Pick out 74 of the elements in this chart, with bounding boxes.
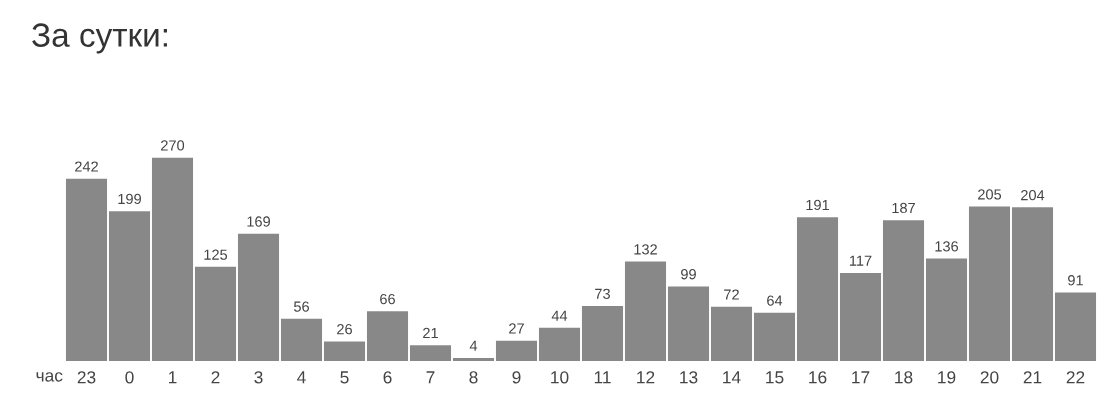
data-label: 199 <box>118 193 141 205</box>
data-label: 56 <box>293 301 309 312</box>
bar <box>796 217 839 361</box>
x-tick-label: 5 <box>340 371 349 384</box>
bar <box>882 220 925 361</box>
bar <box>108 211 151 361</box>
bar <box>237 233 280 361</box>
bar <box>409 345 452 361</box>
data-label: 117 <box>849 255 872 266</box>
data-label: 132 <box>634 244 657 255</box>
data-label: 205 <box>978 189 1002 200</box>
x-tick-label: 1 <box>169 371 177 384</box>
x-tick-label: 17 <box>852 371 870 384</box>
x-tick-label: 19 <box>938 371 956 384</box>
bar <box>65 178 108 361</box>
x-axis-title: час <box>36 372 63 382</box>
data-label: 204 <box>1021 189 1045 201</box>
x-tick-label: 3 <box>254 371 263 384</box>
bar <box>925 258 968 361</box>
data-label: 242 <box>75 161 98 172</box>
x-tick-label: 14 <box>723 371 741 384</box>
data-label: 270 <box>161 140 185 151</box>
bar <box>151 157 194 361</box>
x-tick-label: 22 <box>1066 371 1085 384</box>
x-tick-label: 10 <box>551 371 569 384</box>
bar <box>194 266 237 361</box>
data-label: 21 <box>423 327 438 338</box>
bar <box>366 311 409 361</box>
bar <box>839 272 882 361</box>
data-label: 44 <box>551 310 568 321</box>
x-tick-label: 15 <box>766 371 784 384</box>
data-label: 191 <box>806 199 829 211</box>
x-tick-label: 18 <box>895 371 913 384</box>
bar <box>624 261 667 361</box>
x-tick-label: 4 <box>297 371 306 384</box>
bar <box>280 318 323 361</box>
data-label: 125 <box>204 249 228 260</box>
bar <box>968 206 1011 361</box>
x-tick-label: 16 <box>809 371 827 384</box>
x-tick-label: 8 <box>469 371 478 384</box>
x-tick-label: 12 <box>637 371 655 384</box>
x-tick-label: 13 <box>680 371 698 384</box>
bar <box>753 312 796 361</box>
bar <box>538 327 581 361</box>
data-label: 91 <box>1068 275 1083 286</box>
x-tick-label: 23 <box>77 371 96 384</box>
bar <box>1054 292 1097 361</box>
x-tick-label: 7 <box>426 371 435 384</box>
bar <box>710 306 753 361</box>
bar <box>452 357 495 361</box>
x-tick-label: 2 <box>211 371 220 384</box>
x-tick-label: 6 <box>383 371 392 384</box>
data-label: 66 <box>380 293 395 305</box>
x-tick-label: 9 <box>512 371 521 384</box>
x-tick-label: 21 <box>1023 371 1042 384</box>
data-label: 73 <box>595 288 610 299</box>
x-tick-label: 0 <box>125 371 134 384</box>
data-label: 26 <box>337 324 352 335</box>
x-tick-label: 20 <box>980 371 999 384</box>
data-label: 187 <box>892 202 915 214</box>
data-label: 99 <box>681 269 696 280</box>
data-label: 4 <box>469 340 478 351</box>
data-label: 72 <box>724 289 739 300</box>
chart-title: За сутки: <box>32 23 167 54</box>
bar <box>323 341 366 361</box>
data-label: 64 <box>767 295 783 306</box>
data-label: 169 <box>247 216 270 227</box>
bar <box>495 340 538 361</box>
data-label: 27 <box>509 323 524 334</box>
bar <box>1011 207 1054 361</box>
x-tick-label: 11 <box>594 371 611 384</box>
bar <box>581 306 624 361</box>
data-label: 136 <box>935 241 959 252</box>
bar <box>667 286 710 361</box>
